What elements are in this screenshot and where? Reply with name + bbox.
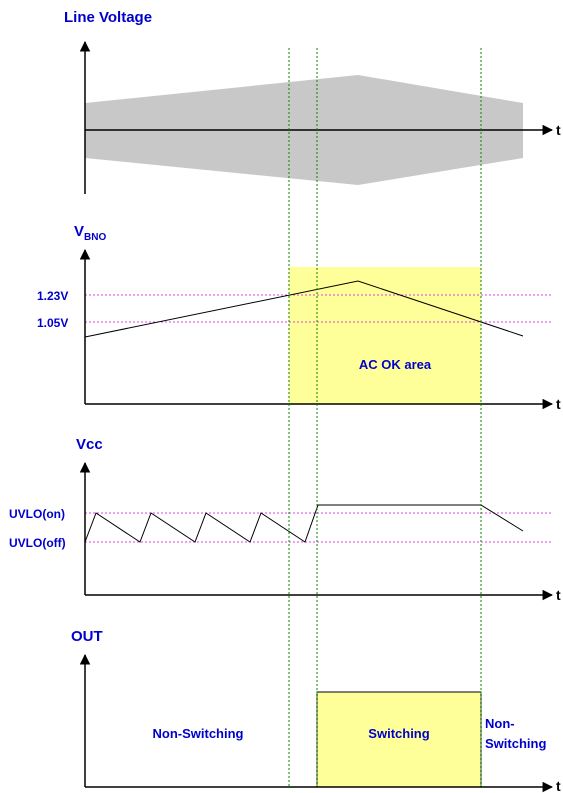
out-switching-label: Switching [368, 726, 429, 741]
out-non-switching-after-label: Non- Switching [485, 716, 546, 751]
line-voltage-panel: Line Voltage t [64, 9, 561, 194]
vcc-uvlo-off-label: UVLO(off) [9, 536, 66, 550]
out-non-switching-after-line2: Switching [485, 736, 546, 751]
vbno-title-sub: BNO [84, 232, 106, 243]
switching-area [316, 691, 482, 788]
vbno-level-high-label: 1.23V [37, 289, 68, 303]
vbno-title: VBNO [74, 223, 106, 243]
vcc-trace [84, 504, 524, 543]
ac-ok-area-label: AC OK area [359, 357, 432, 372]
vbno-t-label: t [556, 396, 561, 412]
vbno-panel: VBNO 1.23V 1.05V t AC OK area [37, 223, 561, 412]
vcc-panel: Vcc UVLO(on) UVLO(off) t [9, 436, 561, 603]
ac-ok-area [289, 267, 481, 404]
vcc-t-label: t [556, 587, 561, 603]
out-non-switching-after-line1: Non- [485, 716, 515, 731]
out-title: OUT [71, 628, 103, 645]
line-voltage-title: Line Voltage [64, 9, 152, 26]
out-non-switching-label: Non-Switching [153, 726, 244, 741]
line-voltage-t-label: t [556, 122, 561, 138]
vcc-title: Vcc [76, 436, 103, 453]
vcc-uvlo-on-label: UVLO(on) [9, 507, 65, 521]
out-panel: OUT t Non-Switching Switching Non- Switc… [71, 628, 561, 793]
vbno-level-low-label: 1.05V [37, 316, 68, 330]
vbno-trace [84, 280, 524, 338]
out-t-label: t [556, 778, 561, 793]
vbno-title-main: V [74, 223, 84, 240]
